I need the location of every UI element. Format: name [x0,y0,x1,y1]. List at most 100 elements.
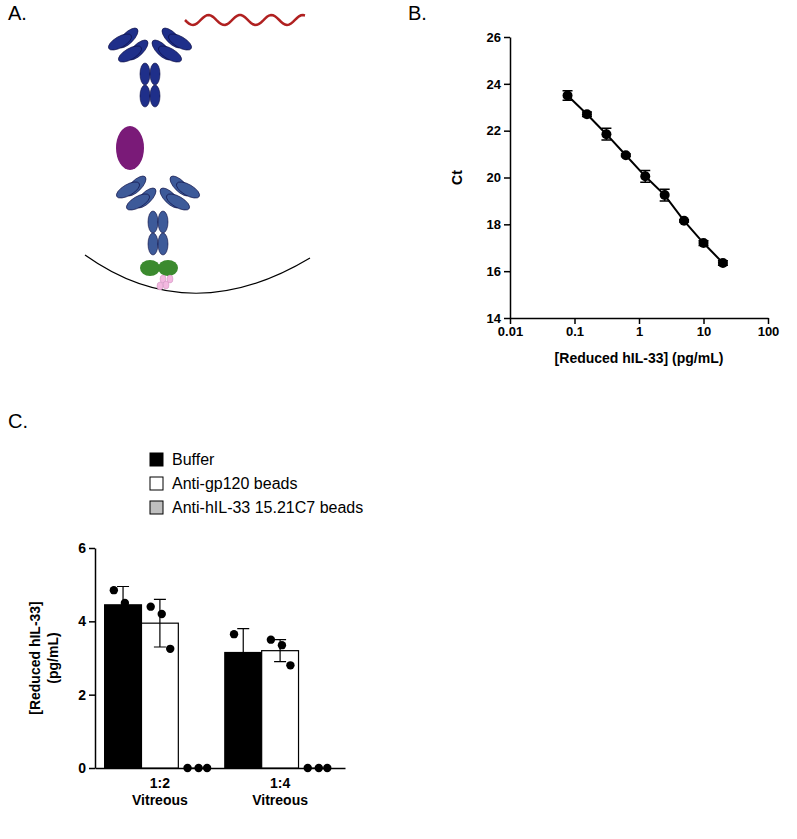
x-tick-label: 1 [636,324,643,339]
error-bar [640,170,650,182]
error-bar [601,128,611,140]
y-tick-label: 18 [487,217,501,232]
y-tick-mark [89,548,95,550]
data-point [278,641,286,649]
error-bar [274,640,286,662]
y-tick: 20 [487,170,510,185]
y-tick-label: 4 [78,613,86,629]
y-axis-line [95,549,97,769]
antibody-domain [140,63,150,85]
legend-swatch [150,453,163,466]
y-tick: 0 [78,760,95,776]
x-tick-label: 1:4Vitreous [252,775,308,809]
x-tick-label: 10 [697,324,711,339]
x-tick: 10 [697,318,711,339]
data-point [640,171,650,181]
y-tick-label: 16 [487,264,501,279]
x-tick: 1 [636,318,643,339]
bar [262,651,299,768]
y-axis-title: Ct [449,170,465,185]
x-tick-label: 100 [758,324,780,339]
y-tick-mark [504,224,510,226]
y-tick-label: 6 [78,540,86,556]
plot-area [563,91,728,268]
data-point [146,602,154,610]
x-axis: 1:2Vitreous 1:4Vitreous [96,768,346,808]
bead [163,281,169,289]
y-tick: 26 [487,30,510,45]
y-tick-mark [504,84,510,86]
y-axis-title: [Reduced hIL-33](pg/mL) [27,601,61,715]
y-tick: 22 [487,123,510,138]
data-point [563,91,573,101]
error-bar [237,629,249,677]
x-tick-label: 1:2Vitreous [132,775,188,809]
antibody-domain [140,85,150,107]
x-tick-mark [574,318,576,324]
data-point [660,190,670,200]
x-tick-label: 0.1 [566,324,584,339]
series-line [568,96,723,263]
data-point [699,238,709,248]
data-point [203,764,211,772]
error-bar [660,189,670,201]
antibody-domain [150,63,160,85]
panel-label: C. [8,410,28,432]
chart-b: 0.010.111010014161820222426[Reduced hIL-… [449,30,779,366]
data-point [601,129,611,139]
y-tick: 14 [487,311,510,326]
streptavidin [140,260,160,276]
y-tick-label: 22 [487,123,501,138]
y-tick-mark [89,694,95,696]
data-point [582,109,592,119]
x-axis: 0.01 0.1 1 10 100 [498,318,780,339]
x-tick: 1:4Vitreous [252,768,308,808]
data-point [621,150,631,160]
x-tick: 0.1 [566,318,584,339]
y-tick-label: 24 [487,76,502,91]
legend-swatch [150,477,163,490]
antibody-domain [158,233,168,255]
y-axis: 0 2 4 6 [78,540,95,776]
y-tick-label: 0 [78,760,86,776]
data-point [679,216,689,226]
plot-area [105,586,332,772]
legend-item: Anti-gp120 beads [150,475,297,492]
error-bar [154,599,166,647]
x-tick: 100 [758,318,780,339]
x-tick: 0.01 [498,318,523,339]
x-tick-label: 0.01 [498,324,523,339]
y-tick: 18 [487,217,510,232]
y-tick: 4 [78,613,95,629]
data-point [315,764,323,772]
antibody-domain [148,233,158,255]
y-tick-mark [504,318,510,320]
antibody-domain [150,85,160,107]
x-tick: 1:2Vitreous [132,768,188,808]
antibody-domain [148,211,158,233]
data-point [230,630,238,638]
data-point [267,635,275,643]
legend-label: Anti-hIL-33 15.21C7 beads [172,499,363,516]
data-point [166,645,174,653]
y-tick: 16 [487,264,510,279]
data-point [194,764,202,772]
y-tick-mark [89,768,95,770]
y-tick: 6 [78,540,95,556]
assay-diagram [85,15,310,293]
antibody-domain [116,43,144,66]
error-bar [563,91,573,100]
y-tick: 24 [487,76,510,91]
antibody-domain [164,191,192,214]
y-tick-label: 2 [78,687,86,703]
legend-label: Buffer [172,451,215,468]
y-tick-mark [504,130,510,132]
data-point [110,586,118,594]
panel-label: B. [408,2,427,24]
data-point [718,258,728,268]
y-tick-mark [504,271,510,273]
bar [105,605,142,768]
data-point [241,654,249,662]
antigen [116,126,144,170]
streptavidin [158,260,178,276]
